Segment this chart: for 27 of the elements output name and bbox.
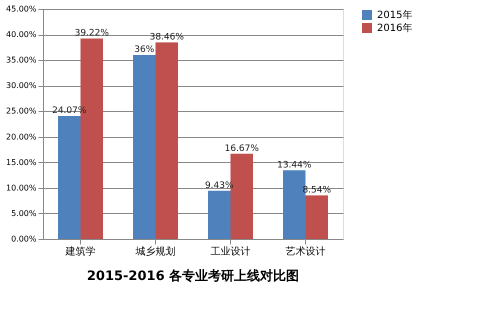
y-tick-label: 45.00% xyxy=(6,4,37,14)
y-tick-label: 40.00% xyxy=(6,30,37,40)
y-tick-label: 25.00% xyxy=(6,106,37,116)
y-tick-label: 5.00% xyxy=(11,208,37,218)
y-tick-label: 30.00% xyxy=(6,81,37,90)
data-label: 39.22% xyxy=(74,28,110,39)
x-tick-label: 工业设计 xyxy=(210,246,250,258)
data-label: 38.46% xyxy=(150,32,184,42)
bar xyxy=(133,55,156,239)
data-label: 36% xyxy=(134,45,155,55)
x-tick-label: 建筑学 xyxy=(64,246,96,258)
bar xyxy=(58,116,80,239)
legend-label: 2015年 xyxy=(377,9,412,21)
bar xyxy=(156,42,178,239)
y-tick-label: 0.00% xyxy=(11,234,37,244)
text: 2015-2016 各专业考研上线对比图 xyxy=(86,268,300,284)
y-tick-label: 15.00% xyxy=(6,158,37,167)
y-tick-label: 20.00% xyxy=(6,132,37,142)
y-tick-label: 10.00% xyxy=(6,183,37,192)
data-label: 13.44% xyxy=(277,160,312,170)
data-label: 16.67% xyxy=(224,144,260,154)
x-tick-label: 艺术设计 xyxy=(286,246,326,258)
bar xyxy=(208,190,230,239)
x-tick-label: 城乡规划 xyxy=(134,246,176,258)
y-tick-label: 35.00% xyxy=(6,56,37,65)
legend-label: 2016年 xyxy=(377,22,412,34)
bar xyxy=(306,195,328,239)
